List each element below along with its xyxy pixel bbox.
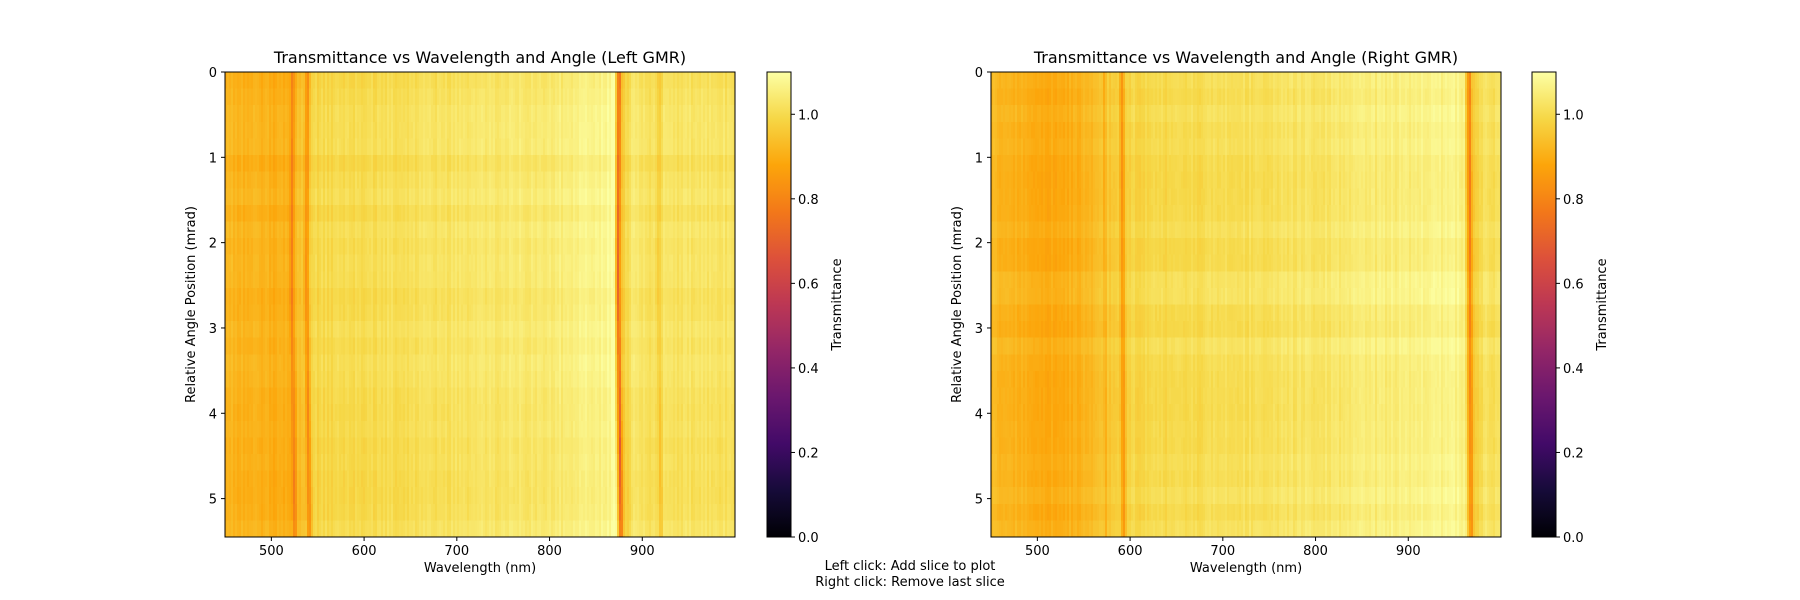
heatmap-cells [225,72,736,538]
heatmap-panel-left[interactable]: Transmittance vs Wavelength and Angle (L… [184,48,845,576]
